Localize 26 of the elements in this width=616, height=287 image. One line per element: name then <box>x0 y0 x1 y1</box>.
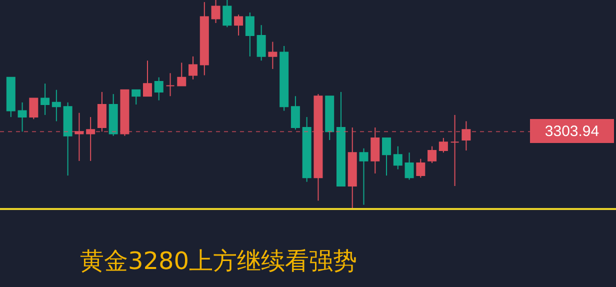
candlestick <box>268 41 278 70</box>
candlestick <box>18 102 27 132</box>
candlestick <box>142 60 152 97</box>
candlestick <box>359 148 368 206</box>
candlestick <box>256 24 266 62</box>
candlestick <box>222 0 232 28</box>
candlestick <box>132 89 141 105</box>
candlestick <box>177 62 186 86</box>
candlestick <box>234 14 244 36</box>
candlestick <box>290 96 300 130</box>
candlestick <box>382 137 392 176</box>
candlestick <box>416 158 426 178</box>
candlestick <box>40 83 50 116</box>
candlestick <box>393 146 402 170</box>
candlestick <box>438 137 448 154</box>
candlestick <box>428 146 437 164</box>
candlestick <box>211 0 220 24</box>
text: 3303.94 <box>544 123 600 140</box>
candlestick <box>29 98 38 120</box>
candlestick <box>154 76 164 101</box>
candlestick <box>188 56 198 80</box>
text: 黄金3280上方继续看强势 <box>80 247 358 275</box>
candlestick <box>245 12 254 57</box>
candlestick <box>166 72 175 97</box>
candlestick <box>404 152 414 180</box>
candlestick <box>52 89 61 122</box>
